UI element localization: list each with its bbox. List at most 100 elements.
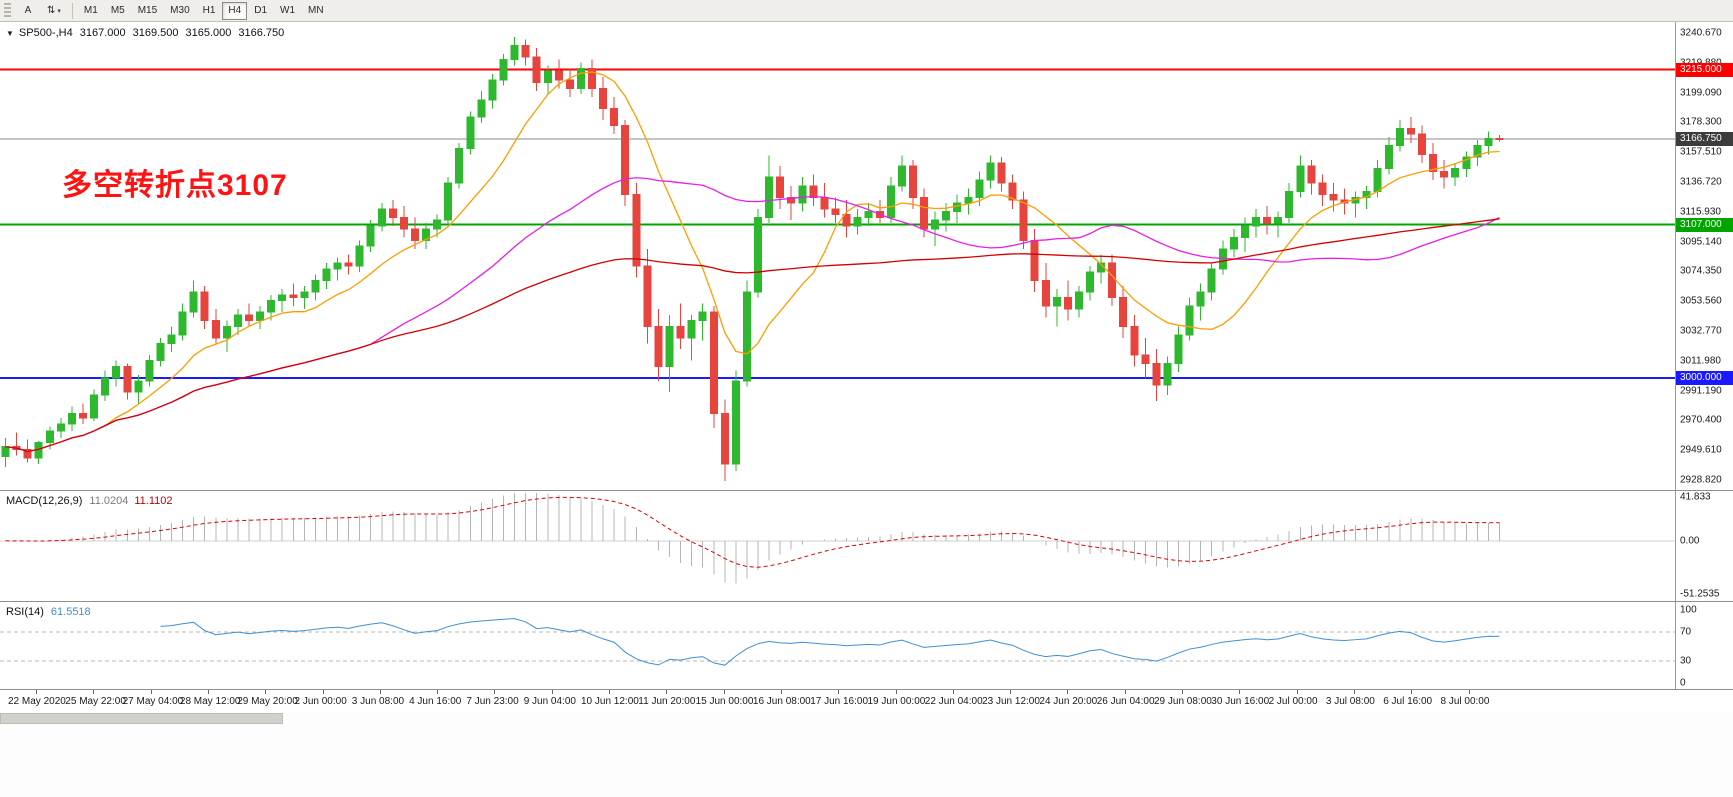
time-tick (723, 690, 725, 694)
timeframe-m15[interactable]: M15 (132, 2, 163, 20)
rsi-axis[interactable]: 100 70 30 0 (1675, 602, 1733, 689)
one-click-trading-arrow[interactable]: ▼ (6, 29, 14, 38)
price-axis-label: 3011.980 (1680, 355, 1721, 367)
macd-axis[interactable]: 41.833 0.00 -51.2535 (1675, 491, 1733, 601)
macd-label: MACD(12,26,9) 11.0204 11.1102 (6, 495, 173, 507)
time-axis-label: 3 Jul 08:00 (1325, 696, 1375, 707)
ohlc-low: 3165.000 (185, 27, 232, 39)
price-axis-label: 2949.610 (1680, 444, 1722, 456)
toolbar-separator (71, 2, 73, 19)
price-axis-label: 3136.720 (1680, 176, 1722, 188)
time-axis-label: 30 Jun 16:00 (1211, 696, 1270, 707)
price-axis-label: 3115.930 (1680, 206, 1721, 218)
macd-value-signal: 11.1102 (134, 495, 173, 507)
time-tick (838, 690, 840, 694)
main-chart-svg (0, 36, 1675, 482)
timeframe-d1[interactable]: D1 (248, 2, 273, 20)
rsi-value: 61.5518 (50, 606, 91, 618)
chart-annotation: 多空转折点3107 (62, 169, 288, 202)
price-axis-label: 3178.300 (1680, 116, 1722, 128)
time-axis-label: 9 Jun 04:00 (523, 696, 576, 707)
price-axis[interactable]: 3240.6703219.8803199.0903178.3003157.510… (1675, 22, 1733, 490)
chart-title: ▼ SP500-,H4 3167.000 3169.500 3165.000 3166.7… (6, 27, 284, 39)
level-badge: 3215.000 (1676, 62, 1733, 77)
time-tick (494, 690, 496, 694)
window-footer (0, 713, 1733, 797)
time-tick (207, 690, 209, 694)
time-tick (1124, 690, 1126, 694)
timeframe-m5[interactable]: M5 (105, 2, 131, 20)
macd-axis-label: 41.833 (1680, 491, 1711, 503)
arrows-tool-button[interactable]: ⇅ ▾ (41, 2, 67, 20)
price-axis-label: 3032.770 (1680, 325, 1722, 337)
timeframe-buttons: M1 M5 M15 M30 H1 H4 D1 W1 MN (78, 1, 330, 20)
time-axis-label: 19 Jun 00:00 (867, 696, 926, 707)
price-axis-label: 2991.190 (1680, 385, 1722, 397)
toolbar: A ⇅ ▾ M1 M5 M15 M30 H1 H4 D1 W1 MN (0, 0, 1733, 22)
price-axis-label: 3095.140 (1680, 236, 1722, 248)
time-axis-label: 17 Jun 16:00 (810, 696, 869, 707)
time-axis-label: 15 Jun 00:00 (695, 696, 754, 707)
time-axis-label: 25 May 22:00 (65, 696, 126, 707)
timeframe-w1[interactable]: W1 (274, 2, 301, 20)
main-plot-area[interactable] (0, 22, 1675, 490)
rsi-name: RSI(14) (6, 606, 44, 618)
time-axis-label: 22 May 2020 (8, 696, 66, 707)
time-tick (1067, 690, 1069, 694)
macd-plot-area (0, 491, 1675, 601)
horizontal-scrollbar[interactable] (0, 713, 283, 724)
macd-histogram (16, 493, 1500, 584)
time-tick (1353, 690, 1355, 694)
timeframe-m30[interactable]: M30 (164, 2, 195, 20)
candlestick-series (1, 36, 1504, 482)
timeframe-h1[interactable]: H1 (197, 2, 222, 20)
macd-svg (0, 493, 1675, 584)
ohlc-open: 3167.000 (79, 27, 126, 39)
rsi-line[interactable] (160, 618, 1500, 666)
time-tick (1010, 690, 1012, 694)
price-axis-label: 2928.820 (1680, 474, 1722, 486)
level-badge: 3000.000 (1676, 370, 1733, 385)
ohlc-close: 3166.750 (238, 27, 285, 39)
time-tick (150, 690, 152, 694)
time-axis[interactable]: 22 May 2020 25 May 22:00 27 May 04:00 28 Ma… (0, 689, 1733, 713)
time-tick (551, 690, 553, 694)
time-tick (322, 690, 324, 694)
main-chart-panel[interactable]: ▼ SP500-,H4 3167.000 3169.500 3165.000 3166.7… (0, 22, 1733, 490)
time-tick (1411, 690, 1413, 694)
timeframe-h4[interactable]: H4 (222, 1, 248, 20)
time-tick (36, 690, 37, 694)
arrows-icon: ⇅ (47, 5, 56, 16)
time-tick (93, 690, 95, 694)
text-tool-button[interactable]: A (16, 2, 40, 20)
timeframe-m1[interactable]: M1 (78, 2, 104, 20)
time-tick (780, 690, 782, 694)
time-axis-label: 24 Jun 20:00 (1039, 696, 1098, 707)
time-axis-label: 27 May 04:00 (122, 696, 184, 707)
rsi-panel[interactable]: RSI(14) 61.5518 100 70 30 0 (0, 601, 1733, 689)
current-price-badge: 3166.750 (1676, 131, 1733, 146)
time-axis-label: 28 May 12:00 (179, 696, 241, 707)
time-tick (952, 690, 954, 694)
symbol-timeframe: SP500-,H4 (18, 27, 73, 39)
ma-slow-line[interactable] (5, 218, 1500, 453)
price-axis-label: 2970.400 (1680, 414, 1722, 426)
time-axis-label: 10 Jun 12:00 (581, 696, 639, 707)
time-axis-label: 23 Jun 12:00 (982, 696, 1040, 707)
time-axis-label: 26 Jun 04:00 (1096, 696, 1155, 707)
rsi-axis-label: 30 (1680, 655, 1692, 667)
macd-panel[interactable]: MACD(12,26,9) 11.0204 11.1102 41.833 0.00 -5… (0, 490, 1733, 601)
level-badge: 3107.000 (1676, 217, 1733, 232)
toolbar-drag-handle[interactable] (4, 2, 11, 19)
time-tick (1296, 690, 1298, 694)
price-axis-label: 3074.350 (1680, 265, 1722, 277)
ohlc-high: 3169.500 (132, 27, 179, 39)
time-axis-label: 29 May 20:00 (237, 696, 298, 707)
timeframe-mn[interactable]: MN (302, 2, 330, 20)
time-axis-label: 2 Jul 00:00 (1268, 696, 1318, 707)
rsi-axis-label: 70 (1680, 626, 1692, 638)
rsi-level-lines (0, 631, 1675, 662)
horizontal-lines[interactable] (0, 68, 1675, 379)
ma-fast-line[interactable] (5, 71, 1500, 453)
